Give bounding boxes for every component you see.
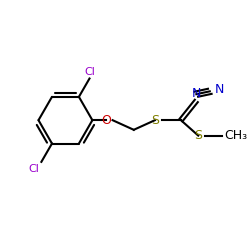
Text: S: S bbox=[194, 129, 202, 142]
Text: O: O bbox=[101, 114, 111, 127]
Text: CH₃: CH₃ bbox=[224, 129, 247, 142]
Text: Cl: Cl bbox=[28, 164, 40, 174]
Text: N: N bbox=[214, 83, 224, 96]
Text: S: S bbox=[151, 114, 159, 127]
Text: Cl: Cl bbox=[84, 66, 95, 76]
Text: N: N bbox=[192, 87, 201, 100]
